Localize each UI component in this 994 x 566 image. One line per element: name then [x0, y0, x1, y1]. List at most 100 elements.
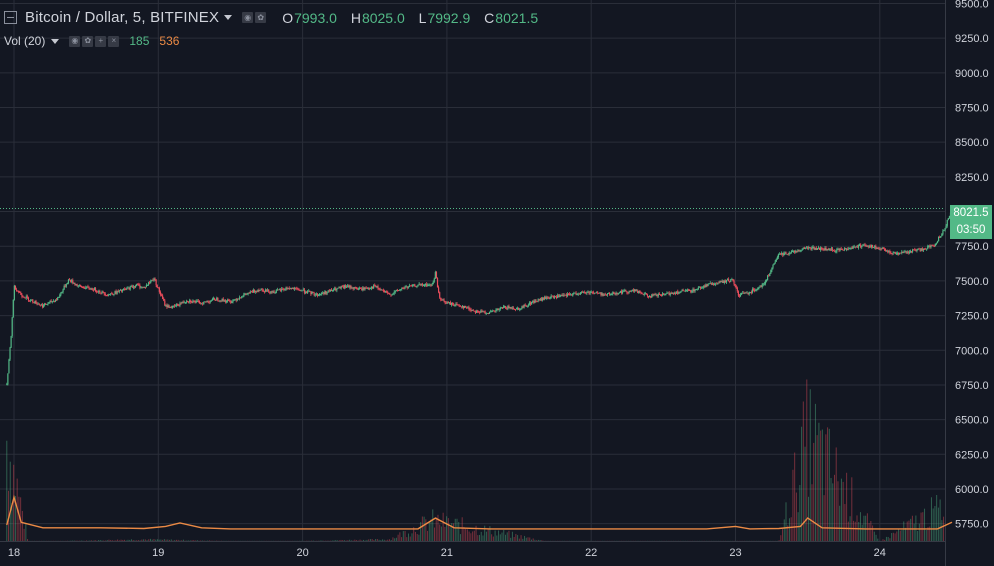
candle-body: [194, 301, 196, 303]
candle-body: [396, 289, 399, 291]
candle-body: [893, 252, 895, 253]
candle-body: [860, 244, 862, 248]
candle-body: [820, 247, 822, 250]
candle-body: [336, 288, 338, 291]
volume-study-label[interactable]: Vol (20): [4, 34, 46, 48]
candle-body: [423, 285, 426, 286]
candle-body: [564, 294, 566, 296]
candle-body: [6, 384, 8, 386]
candle-body: [763, 283, 765, 285]
time-axis[interactable]: 18 19 20 21 22 23 24: [0, 541, 945, 560]
candle-body: [67, 279, 70, 284]
eye-icon[interactable]: ◉: [242, 12, 254, 23]
candle-body: [682, 290, 684, 292]
candle-body: [466, 307, 468, 309]
candle-body: [676, 291, 678, 294]
candle-body: [642, 293, 644, 295]
candle-body: [21, 294, 23, 297]
candle-body: [696, 288, 698, 290]
candle-body: [731, 279, 733, 280]
candle-body: [8, 359, 10, 374]
candle-body: [506, 308, 508, 310]
candle-body: [128, 287, 130, 290]
candle-body: [880, 248, 882, 250]
candle-body: [373, 285, 375, 289]
candle-body: [616, 292, 618, 294]
candle-body: [624, 290, 626, 292]
collapse-legend-icon[interactable]: [4, 11, 17, 24]
candle-body: [210, 300, 212, 302]
candle-body: [121, 290, 124, 292]
candle-body: [637, 290, 639, 293]
candle-body: [259, 290, 261, 291]
chevron-down-icon[interactable]: [224, 15, 233, 20]
candle-body: [938, 236, 940, 242]
candle-body: [741, 292, 743, 295]
candle-body: [748, 292, 750, 294]
candle-body: [729, 281, 731, 282]
candle-body: [575, 292, 577, 295]
candle-body: [930, 245, 932, 248]
candle-body: [834, 250, 836, 252]
candle-body: [331, 290, 334, 292]
candle-body: [173, 305, 176, 307]
candle-body: [782, 252, 784, 256]
settings-icon[interactable]: ✿: [82, 35, 94, 47]
candle-body: [307, 291, 309, 294]
candle-body: [742, 292, 744, 294]
candle-body: [383, 290, 386, 293]
candle-body: [399, 289, 401, 291]
candle-body: [355, 287, 357, 289]
candle-body: [717, 282, 719, 285]
candle-body: [897, 253, 900, 255]
candle-body: [576, 294, 578, 296]
candle-body: [566, 294, 568, 296]
candle-body: [197, 300, 199, 302]
price-axis[interactable]: 9500.09250.09000.08750.08500.08250.08000…: [945, 0, 989, 566]
candle-body: [662, 293, 664, 296]
eye-icon[interactable]: ◉: [69, 35, 81, 47]
candle-body: [297, 288, 299, 290]
candle-body: [901, 251, 903, 254]
candle-body: [673, 293, 676, 294]
candle-body: [120, 289, 123, 292]
candle-body: [776, 257, 778, 260]
candle-body: [875, 246, 877, 249]
candle-body: [117, 291, 119, 292]
candle-body: [303, 289, 306, 293]
candle-body: [798, 250, 800, 252]
candle-body: [460, 306, 462, 308]
settings-icon[interactable]: ✿: [255, 12, 267, 23]
candle-body: [560, 295, 562, 297]
candle-body: [711, 283, 714, 285]
candle-body: [132, 286, 135, 288]
candle-body: [81, 286, 84, 288]
candle-body: [749, 292, 751, 294]
candle-body: [934, 243, 936, 247]
candle-body: [435, 272, 438, 279]
candle-body: [528, 302, 531, 305]
candle-body: [45, 303, 47, 305]
candle-body: [577, 293, 579, 295]
close-icon[interactable]: ×: [108, 35, 120, 47]
candle-body: [409, 285, 412, 287]
candle-body: [247, 292, 249, 294]
candle-body: [368, 288, 370, 289]
candle-body: [726, 279, 729, 281]
chevron-down-icon[interactable]: [51, 38, 60, 44]
candle-body: [870, 245, 873, 248]
candle-body: [75, 284, 77, 286]
candle-body: [539, 298, 541, 300]
candle-body: [157, 287, 159, 289]
candle-body: [896, 253, 899, 254]
candle-body: [562, 294, 564, 296]
add-icon[interactable]: +: [95, 35, 107, 47]
candle-body: [386, 291, 388, 293]
candle-body: [407, 286, 409, 288]
candle-body: [858, 244, 861, 246]
candle-body: [202, 303, 204, 305]
symbol-title[interactable]: Bitcoin / Dollar, 5, BITFINEX: [25, 9, 220, 26]
candle-body: [65, 284, 67, 287]
candle-body: [273, 291, 275, 293]
